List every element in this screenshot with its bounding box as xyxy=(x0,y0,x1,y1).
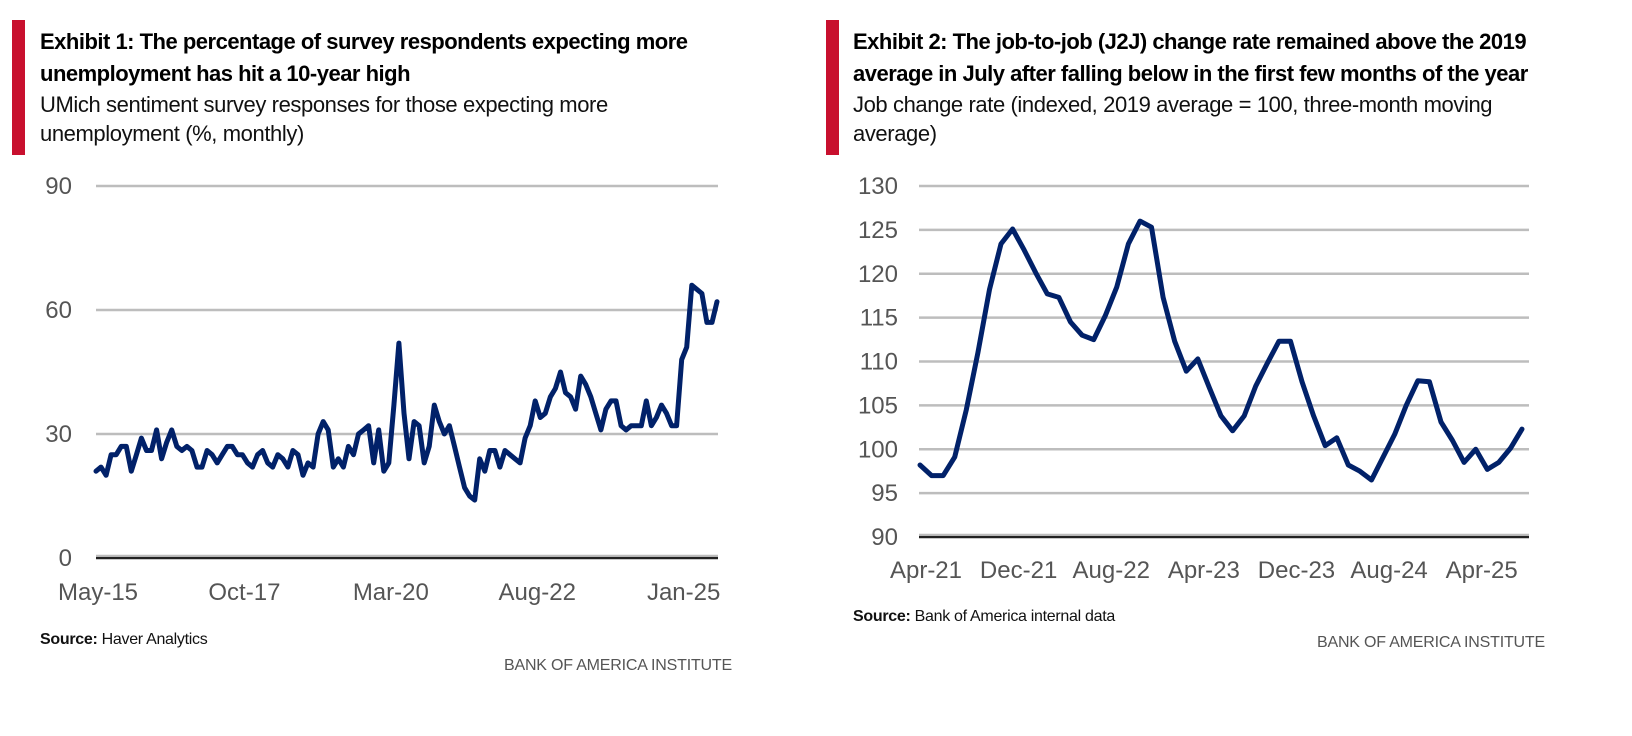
exhibit1-y-axis: 0 30 60 90 xyxy=(45,173,72,572)
exhibit1-x-axis: May-15 Oct-17 Mar-20 Aug-22 Jan-25 xyxy=(58,579,720,606)
x-tick-label: Oct-17 xyxy=(208,579,280,606)
exhibit2-source-label: Source: xyxy=(853,608,911,625)
x-tick-label: Apr-25 xyxy=(1446,557,1518,584)
x-tick-label: Mar-20 xyxy=(353,579,429,606)
x-tick-label: Aug-22 xyxy=(499,579,576,606)
x-tick-label: Dec-23 xyxy=(1258,557,1335,584)
x-tick-label: Apr-23 xyxy=(1168,557,1240,584)
exhibit2-brand: BANK OF AMERICA INSTITUTE xyxy=(1317,634,1545,651)
y-tick-label: 115 xyxy=(860,305,898,332)
exhibit2-y-axis: 90 95 100 105 110 115 120 125 130 xyxy=(858,173,898,551)
exhibit1-source-text: Haver Analytics xyxy=(101,631,208,648)
x-tick-label: Jan-25 xyxy=(647,579,720,606)
exhibit2-subtitle: Job change rate (indexed, 2019 average =… xyxy=(853,92,1493,146)
x-tick-label: Dec-21 xyxy=(980,557,1057,584)
exhibit2-accent-bar xyxy=(826,20,839,155)
y-tick-label: 0 xyxy=(59,545,72,572)
y-tick-label: 90 xyxy=(45,173,72,200)
exhibit1-subtitle: UMich sentiment survey responses for tho… xyxy=(40,92,608,146)
y-tick-label: 125 xyxy=(858,217,898,244)
y-tick-label: 105 xyxy=(858,392,898,419)
exhibit2-source-text: Bank of America internal data xyxy=(914,608,1116,625)
exhibit1-title: Exhibit 1: The percentage of survey resp… xyxy=(40,29,688,86)
y-tick-label: 30 xyxy=(45,421,72,448)
y-tick-label: 130 xyxy=(858,173,898,200)
exhibit1-gridlines xyxy=(96,184,718,560)
exhibit2-gridlines xyxy=(919,184,1529,539)
x-tick-label: Apr-21 xyxy=(890,557,962,584)
y-tick-label: 120 xyxy=(858,261,898,288)
x-tick-label: Aug-22 xyxy=(1073,557,1150,584)
exhibit2-series-line xyxy=(917,218,1525,483)
exhibit1-accent-bar xyxy=(12,20,25,155)
exhibit1-series-line xyxy=(93,282,720,503)
exhibit1-brand: BANK OF AMERICA INSTITUTE xyxy=(504,657,732,674)
x-tick-label: May-15 xyxy=(58,579,138,606)
y-tick-label: 90 xyxy=(871,524,898,551)
exhibit2-title: Exhibit 2: The job-to-job (J2J) change r… xyxy=(853,29,1528,86)
exhibit2-x-axis: Apr-21 Dec-21 Aug-22 Apr-23 Dec-23 Aug-24 Apr-… xyxy=(890,557,1518,584)
y-tick-label: 95 xyxy=(871,480,898,507)
y-tick-label: 100 xyxy=(858,436,898,463)
exhibit1-source: Source: Haver Analytics xyxy=(40,631,208,649)
x-tick-label: Aug-24 xyxy=(1350,557,1427,584)
exhibit1-source-label: Source: xyxy=(40,631,98,648)
y-tick-label: 110 xyxy=(860,349,898,376)
y-tick-label: 60 xyxy=(45,297,72,324)
exhibit2-source: Source: Bank of America internal data xyxy=(853,608,1115,626)
